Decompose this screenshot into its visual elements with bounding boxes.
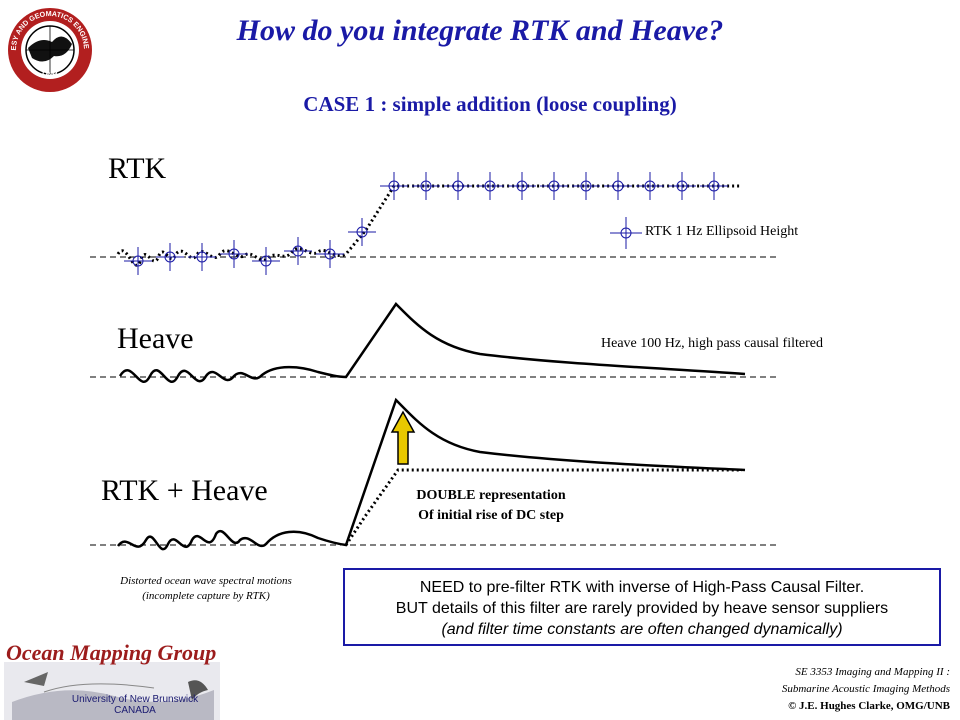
- note-line2: BUT details of this filter are rarely pr…: [395, 600, 889, 617]
- rtk-crosshair-marker-icon: [124, 247, 152, 275]
- course-footer: SE 3353 Imaging and Mapping II : Submari…: [782, 664, 950, 715]
- rtk-crosshair-marker-icon: [668, 172, 696, 200]
- unb-geodesy-seal-logo: GEODESY AND GEOMATICS ENGINEERING UNB: [0, 0, 92, 92]
- up-arrow-icon: [390, 410, 416, 465]
- footer-line2: Submarine Acoustic Imaging Methods: [781, 683, 950, 695]
- omg-line2: CANADA: [114, 705, 156, 716]
- footer-credit: © J.E. Hughes Clarke, OMG/UNB: [788, 700, 950, 712]
- sum-solid-curve: [116, 397, 746, 551]
- omg-line1: University of New Brunswick: [71, 694, 199, 705]
- rtk-crosshair-marker-icon: [252, 247, 280, 275]
- rtk-crosshair-marker-icon: [412, 172, 440, 200]
- rtk-crosshair-marker-icon: [636, 172, 664, 200]
- caption-line1: Distorted ocean wave spectral motions: [120, 575, 292, 587]
- footer-line1: SE 3353 Imaging and Mapping II :: [795, 666, 950, 678]
- rtk-crosshair-marker-icon: [508, 172, 536, 200]
- omg-sonar-swath-logo: [4, 662, 220, 720]
- heave-label: Heave: [117, 322, 194, 355]
- rtk-label: RTK: [108, 152, 167, 185]
- page-title: How do you integrate RTK and Heave?: [236, 14, 724, 47]
- rtk-crosshair-marker-icon: [476, 172, 504, 200]
- rtk-crosshair-marker-icon: [380, 172, 408, 200]
- rtk-crosshair-marker-icon: [316, 240, 344, 268]
- sum-label: RTK + Heave: [101, 474, 268, 507]
- page-subtitle: CASE 1 : simple addition (loose coupling…: [303, 92, 677, 116]
- sum-note: DOUBLE representation Of initial rise of…: [398, 486, 584, 526]
- rtk-crosshair-marker-icon: [220, 240, 248, 268]
- rtk-crosshair-marker-icon: [188, 243, 216, 271]
- rtk-markers: [124, 172, 728, 275]
- rtk-crosshair-marker-icon: [348, 218, 376, 246]
- omg-subtitle: University of New Brunswick CANADA: [50, 694, 220, 716]
- rtk-crosshair-marker-icon: [540, 172, 568, 200]
- rtk-crosshair-marker-icon: [284, 237, 312, 265]
- sum-note-line2: Of initial rise of DC step: [418, 508, 564, 523]
- caption-line2: (incomplete capture by RTK): [142, 590, 270, 602]
- heave-curve: [118, 302, 746, 384]
- heave-note: Heave 100 Hz, high pass causal filtered: [601, 336, 823, 351]
- rtk-crosshair-marker-icon: [700, 172, 728, 200]
- rtk-crosshair-marker-icon: [156, 243, 184, 271]
- sum-note-line1: DOUBLE representation: [416, 488, 566, 503]
- seal-text-bottom: UNB: [41, 69, 59, 79]
- wave-caption: Distorted ocean wave spectral motions (i…: [86, 574, 326, 604]
- rtk-crosshair-marker-icon: [604, 172, 632, 200]
- filter-note-box: NEED to pre-filter RTK with inverse of H…: [343, 568, 941, 646]
- rtk-crosshair-marker-icon: [444, 172, 472, 200]
- note-line3: (and filter time constants are often cha…: [441, 621, 843, 638]
- rtk-legend-marker-icon: [610, 217, 642, 249]
- omg-title: Ocean Mapping Group: [6, 640, 217, 665]
- rtk-legend-text: RTK 1 Hz Ellipsoid Height: [645, 224, 799, 239]
- note-line1: NEED to pre-filter RTK with inverse of H…: [419, 579, 865, 596]
- rtk-crosshair-marker-icon: [572, 172, 600, 200]
